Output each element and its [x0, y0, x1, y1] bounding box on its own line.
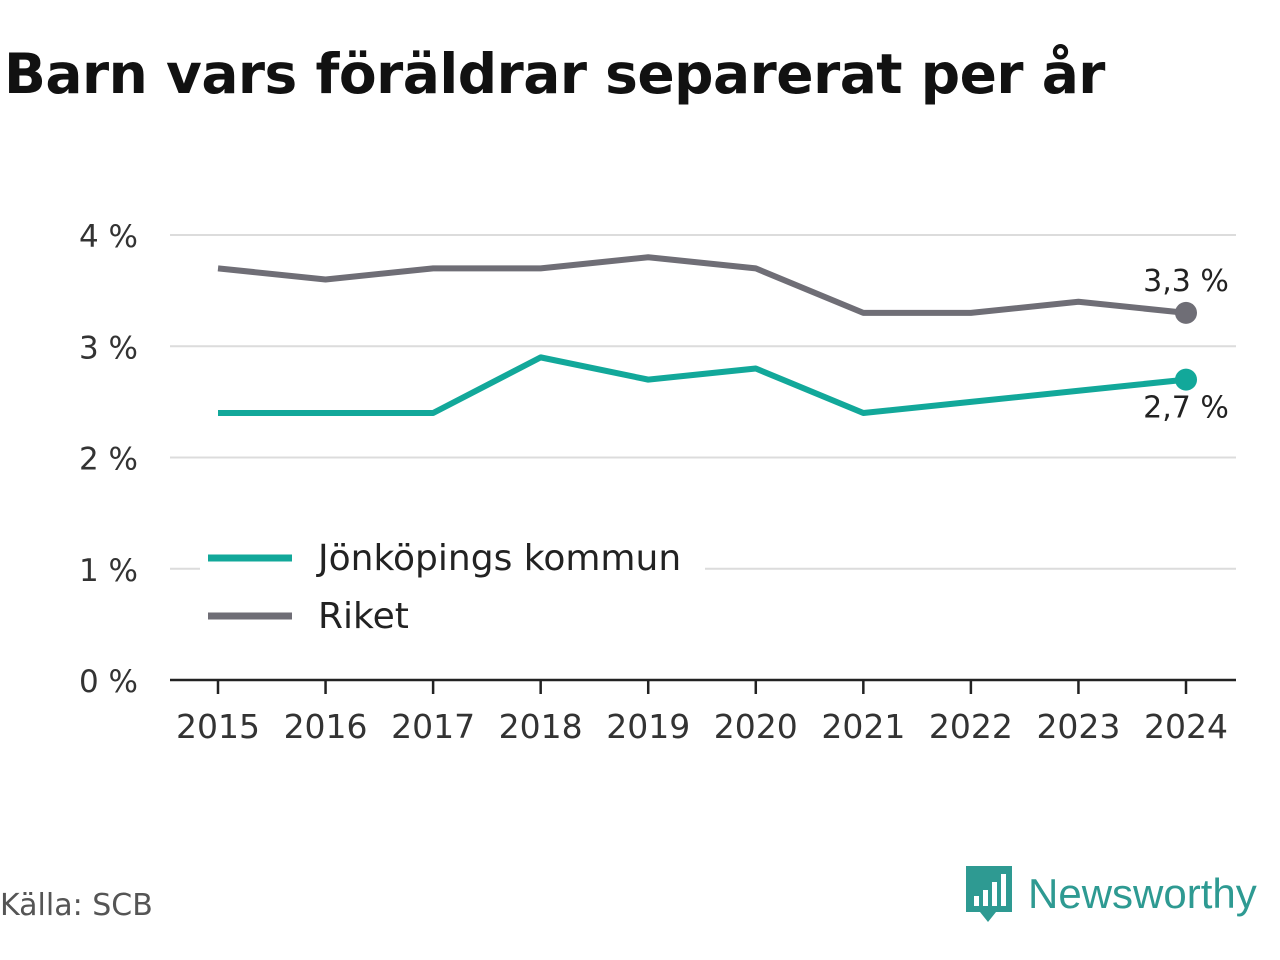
series-lines: 2,7 % 3,3 % [217, 254, 1229, 426]
legend-label: Riket [318, 596, 409, 637]
legend-label: Jönköpings kommun [316, 538, 681, 579]
brand-name: Newsworthy [1028, 870, 1257, 917]
data-label: 3,3 % [1143, 264, 1229, 299]
x-tick-label: 2022 [929, 707, 1013, 746]
brand-logo: Newsworthy [964, 864, 1257, 924]
y-tick-label: 3 % [79, 330, 138, 366]
series-end-point [1175, 368, 1197, 391]
y-tick-label: 0 % [79, 664, 138, 700]
x-tick-label: 2015 [176, 707, 260, 746]
data-label: 2,7 % [1143, 391, 1229, 426]
x-tick-label: 2019 [606, 707, 690, 746]
y-tick-label: 2 % [79, 442, 138, 478]
x-tick-label: 2020 [714, 707, 798, 746]
gridlines [170, 234, 1236, 570]
series-line [218, 354, 1187, 416]
chart-title: Barn vars föräldrar separerat per år [4, 42, 1105, 106]
x-tick-label: 2016 [284, 707, 368, 746]
x-tick-label: 2023 [1036, 707, 1120, 746]
x-axis: 2015 2016 2017 2018 2019 2020 2021 2022 2023 2024 [170, 678, 1236, 746]
x-tick-label: 2018 [499, 707, 583, 746]
newsworthy-logo-icon [966, 866, 1012, 922]
series-line [217, 254, 1187, 316]
y-tick-label: 4 % [79, 219, 138, 255]
x-tick-label: 2024 [1144, 707, 1228, 746]
series-end-point [1175, 301, 1197, 324]
y-axis-ticks: 0 % 1 % 2 % 3 % 4 % [79, 219, 138, 700]
source-note: Källa: SCB [0, 888, 153, 923]
legend: Jönköpings kommun Riket [200, 530, 705, 637]
x-tick-label: 2017 [391, 707, 475, 746]
x-tick-label: 2021 [821, 707, 905, 746]
y-tick-label: 1 % [79, 553, 138, 589]
